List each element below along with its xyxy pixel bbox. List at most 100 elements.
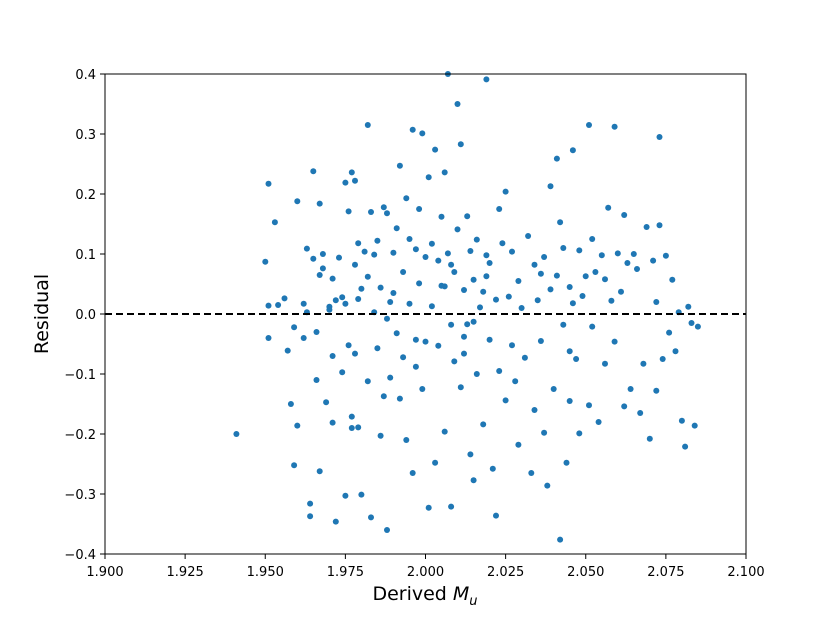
- y-tick-label: −0.3: [64, 488, 96, 503]
- data-point: [384, 210, 390, 217]
- data-point: [355, 240, 362, 247]
- data-point: [547, 183, 554, 190]
- data-point: [525, 233, 532, 239]
- data-point: [659, 356, 666, 362]
- data-point: [307, 500, 314, 507]
- data-point: [653, 387, 660, 394]
- data-point: [348, 169, 355, 176]
- data-point: [569, 147, 576, 154]
- data-point: [384, 315, 390, 322]
- data-point: [480, 288, 487, 295]
- data-point: [387, 374, 394, 381]
- data-point: [662, 252, 669, 259]
- data-point: [624, 260, 631, 266]
- x-axis-title-variable: M: [453, 583, 469, 605]
- data-point: [348, 425, 355, 431]
- data-point: [329, 275, 336, 282]
- data-point: [307, 513, 314, 520]
- data-point: [329, 419, 336, 426]
- x-tick-label: 1.900: [86, 565, 123, 580]
- data-point: [512, 378, 519, 385]
- data-point: [444, 250, 451, 257]
- data-point: [271, 219, 278, 226]
- data-point: [547, 286, 554, 293]
- data-point: [300, 300, 307, 307]
- data-point: [483, 252, 490, 259]
- data-point: [262, 258, 269, 265]
- data-point: [390, 290, 397, 296]
- data-point: [425, 174, 432, 181]
- data-point: [566, 284, 573, 290]
- data-point: [345, 208, 352, 215]
- data-point: [467, 451, 474, 458]
- data-point: [412, 363, 419, 370]
- data-point: [627, 386, 634, 392]
- data-point: [416, 206, 423, 212]
- data-point: [602, 360, 608, 367]
- x-axis-title-subscript: u: [469, 594, 477, 609]
- x-tick-label: 2.025: [487, 565, 524, 580]
- data-point: [589, 236, 596, 242]
- data-point: [694, 323, 701, 330]
- data-point: [464, 321, 471, 328]
- data-point: [621, 403, 628, 410]
- data-point: [586, 402, 592, 409]
- data-point: [489, 465, 496, 472]
- y-tick-label: 0.0: [75, 308, 96, 323]
- data-point: [653, 299, 660, 305]
- data-point: [352, 350, 358, 357]
- data-point: [422, 338, 429, 345]
- data-point: [560, 245, 567, 251]
- data-point: [541, 254, 548, 260]
- data-point: [509, 342, 515, 349]
- data-point: [374, 237, 381, 244]
- y-tick-label: −0.4: [64, 548, 96, 563]
- data-point: [422, 254, 429, 260]
- data-point: [605, 204, 612, 211]
- data-point: [428, 303, 435, 310]
- y-tick-label: −0.1: [64, 368, 96, 383]
- data-point: [592, 269, 599, 275]
- y-axis-title: Residual: [31, 274, 53, 354]
- data-point: [473, 236, 480, 243]
- data-point: [275, 302, 282, 308]
- data-point: [336, 254, 342, 261]
- x-tick-label: 2.050: [567, 565, 604, 580]
- data-point: [537, 270, 544, 277]
- data-point: [691, 422, 698, 429]
- data-point: [326, 306, 333, 313]
- data-point: [435, 257, 442, 264]
- data-point: [582, 273, 589, 280]
- data-point: [432, 146, 439, 153]
- data-point: [672, 348, 679, 355]
- data-point: [451, 269, 458, 275]
- data-point: [371, 251, 378, 258]
- data-point: [412, 246, 419, 253]
- data-point: [368, 514, 374, 521]
- y-tick-label: 0.4: [75, 68, 96, 83]
- data-point: [483, 273, 490, 280]
- x-axis-title: Derived Mu: [372, 583, 477, 609]
- data-point: [412, 336, 419, 343]
- data-point: [287, 401, 294, 407]
- data-point: [461, 350, 467, 357]
- data-point: [358, 285, 365, 292]
- data-point: [332, 297, 339, 304]
- y-tick-label: 0.2: [75, 188, 96, 203]
- data-point: [470, 276, 477, 283]
- data-point: [352, 177, 358, 184]
- data-point: [316, 272, 323, 278]
- data-point: [685, 303, 692, 310]
- data-point: [400, 354, 407, 361]
- data-point: [541, 429, 548, 436]
- data-point: [364, 378, 371, 385]
- data-point: [608, 297, 615, 304]
- data-point: [521, 354, 528, 361]
- data-point: [502, 188, 509, 195]
- data-point: [428, 240, 435, 247]
- data-point: [342, 179, 349, 186]
- data-point: [666, 329, 673, 336]
- y-tick-label: −0.2: [64, 428, 96, 443]
- x-axis: 1.900 1.925 1.950 1.975 2.000 2.025 2.050 2.075…: [86, 554, 765, 580]
